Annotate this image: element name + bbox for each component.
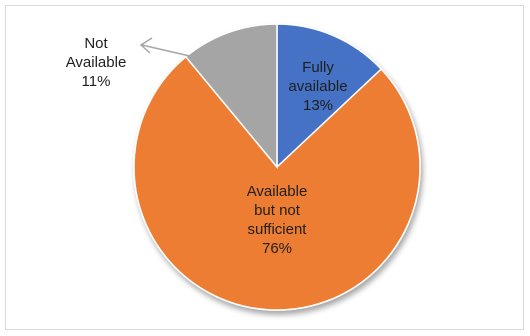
label-available-not-sufficient: Available but not sufficient 76% bbox=[247, 183, 308, 257]
label-not-available: Not Available 11% bbox=[66, 35, 127, 90]
leader-arrowhead bbox=[139, 37, 153, 54]
slice-available-not-sufficient bbox=[133, 55, 421, 311]
slice-not-available bbox=[184, 23, 278, 170]
leader-lines bbox=[139, 37, 195, 58]
label-fully-available: Fully available 13% bbox=[288, 59, 347, 114]
data-labels: Fully available 13% Available but not suffici… bbox=[66, 35, 348, 257]
slice-fully-available bbox=[276, 23, 383, 169]
leader-line-not-available bbox=[141, 44, 195, 58]
pie-slices bbox=[133, 23, 421, 311]
